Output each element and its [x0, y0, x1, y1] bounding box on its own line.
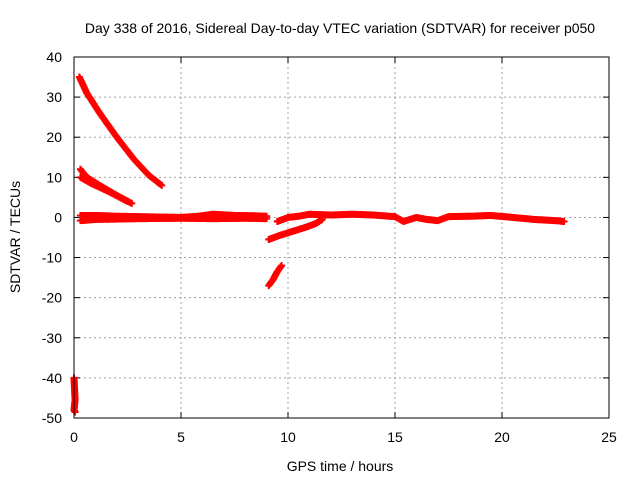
chart-title: Day 338 of 2016, Sidereal Day-to-day VTE…	[85, 20, 595, 36]
data-series	[76, 173, 131, 205]
plot-frame	[73, 56, 610, 419]
data-series	[70, 374, 79, 416]
data-point-marker	[71, 408, 79, 416]
x-tick-label: 5	[177, 429, 185, 445]
data-point-marker	[278, 262, 286, 270]
y-tick-label: -40	[42, 370, 62, 386]
data-point-marker	[560, 217, 568, 225]
data-point-marker	[124, 197, 131, 205]
y-tick-label: 0	[54, 209, 62, 225]
data-series	[265, 262, 286, 290]
y-tick-label: 20	[46, 129, 62, 145]
y-tick-label: -10	[42, 250, 62, 266]
data-point-marker	[158, 181, 166, 189]
x-tick-label: 25	[601, 429, 617, 445]
y-tick-label: 40	[46, 49, 62, 65]
axis-ticks: 0 5 10 15 20 25 -50 -40 -30 -20 -10 0 10 20 30 40	[42, 49, 617, 445]
y-tick-label: 10	[46, 169, 62, 185]
y-axis-label: SDTVAR / TECUs	[7, 181, 23, 293]
x-tick-label: 20	[494, 429, 510, 445]
x-tick-label: 15	[387, 429, 403, 445]
data-points	[70, 73, 568, 416]
data-series	[273, 210, 568, 225]
data-series	[75, 73, 166, 189]
y-tick-label: 30	[46, 89, 62, 105]
x-tick-label: 10	[280, 429, 296, 445]
data-series	[76, 214, 271, 225]
data-point-marker	[263, 215, 271, 223]
data-series	[265, 215, 326, 244]
grid-lines	[74, 57, 609, 418]
data-point-marker	[128, 199, 136, 207]
y-tick-label: -50	[42, 410, 62, 426]
y-tick-label: -30	[42, 330, 62, 346]
x-tick-label: 0	[70, 429, 78, 445]
y-tick-label: -20	[42, 290, 62, 306]
x-axis-label: GPS time / hours	[287, 458, 394, 474]
